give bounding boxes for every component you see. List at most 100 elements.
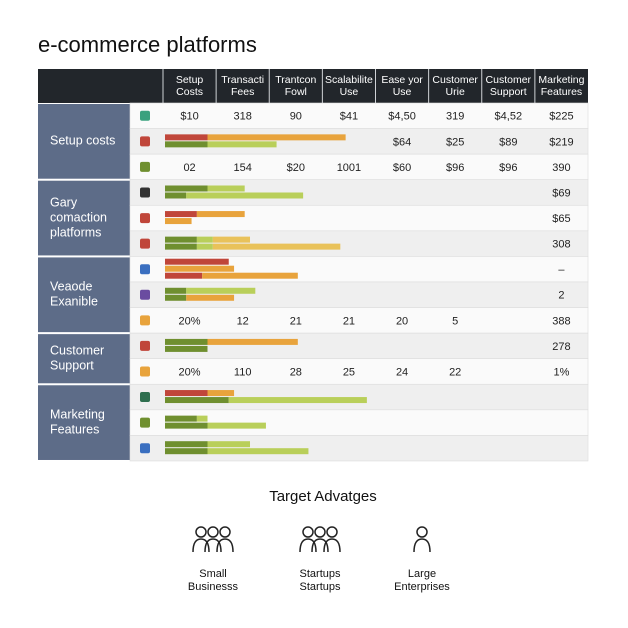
column-header: Customer	[486, 74, 532, 86]
bar-segment	[165, 243, 197, 250]
bar-segment	[207, 422, 266, 429]
bar-segment	[165, 141, 208, 148]
cell-text: 390	[552, 162, 570, 174]
people-icon	[204, 538, 222, 553]
bar-segment	[165, 448, 208, 455]
audience-label: Large	[408, 568, 436, 580]
bar-segment	[165, 338, 208, 345]
audience-label: Startups	[300, 581, 341, 593]
group-band	[38, 257, 130, 333]
bar-segment	[165, 345, 208, 352]
bar-segment	[165, 287, 187, 294]
bar-segment	[202, 272, 298, 279]
audience-label: Small	[199, 568, 227, 580]
cell-text: $25	[446, 136, 464, 148]
cell-text: 25	[343, 366, 355, 378]
row-bg	[129, 153, 589, 181]
bar-segment	[207, 185, 245, 192]
page-title: e-commerce platforms	[38, 32, 257, 57]
bar-segment	[207, 441, 250, 448]
group-label: Features	[50, 422, 99, 436]
cell-text: 90	[290, 111, 302, 123]
audience-label: Startups	[300, 568, 341, 580]
column-header: Marketing	[538, 74, 584, 86]
icon	[140, 443, 150, 454]
bar-segment	[165, 415, 197, 422]
group-label: Veaode	[50, 280, 92, 294]
icon	[140, 392, 150, 403]
people-icon	[219, 526, 231, 538]
group-band	[38, 104, 130, 179]
icon	[140, 289, 150, 300]
bar-segment	[165, 422, 208, 429]
column-header: Transacti	[221, 74, 264, 86]
people-icon	[326, 526, 338, 538]
row-bg	[129, 102, 589, 129]
bar-segment	[207, 134, 346, 141]
icon	[140, 110, 150, 121]
cell-text: 20%	[179, 315, 201, 327]
cell-text: 388	[552, 315, 570, 327]
cell-text: 5	[452, 315, 458, 327]
cell-text: $96	[499, 162, 517, 174]
icon	[140, 213, 150, 224]
bar-segment	[207, 141, 277, 148]
icon	[140, 417, 150, 428]
cell-text: $20	[287, 162, 305, 174]
people-icon	[302, 526, 314, 538]
cell-text: $4,52	[495, 111, 523, 123]
bar-segment	[165, 134, 208, 141]
bottom-title: Target Advatges	[269, 488, 377, 505]
cell-text: 2	[558, 290, 564, 302]
cell-text: 1001	[337, 162, 361, 174]
row-bg	[129, 307, 589, 334]
cell-text: 12	[237, 315, 249, 327]
bar-segment	[186, 294, 235, 301]
cell-text: $41	[340, 111, 358, 123]
bar-segment	[165, 390, 208, 397]
column-header: Use	[393, 86, 412, 98]
column-header: Features	[541, 86, 582, 98]
bar-segment	[212, 243, 341, 250]
bar-segment	[165, 397, 229, 404]
bar-segment	[186, 192, 304, 199]
people-icon	[207, 526, 219, 538]
people-icon	[299, 538, 317, 553]
bar-segment	[212, 236, 250, 243]
cell-text: 21	[290, 315, 302, 327]
header-bar	[38, 69, 588, 103]
people-icon	[311, 538, 329, 553]
cell-text: 20%	[179, 366, 201, 378]
icon	[140, 264, 150, 275]
cell-text: $96	[446, 162, 464, 174]
column-header: Trantcon	[275, 74, 316, 86]
people-icon	[216, 538, 234, 553]
people-icon	[314, 526, 326, 538]
cell-text: 154	[234, 162, 252, 174]
group-band	[38, 385, 130, 460]
bar-segment	[165, 272, 203, 279]
column-header: Fowl	[285, 86, 307, 98]
cell-text: $10	[180, 111, 198, 123]
cell-text: $4,50	[388, 111, 416, 123]
people-icon	[192, 538, 210, 553]
bar-segment	[207, 448, 309, 455]
cell-text: 1%	[553, 366, 569, 378]
bar-segment	[196, 415, 208, 422]
people-icon	[323, 538, 341, 553]
bar-segment	[165, 185, 208, 192]
cell-text: $89	[499, 136, 517, 148]
group-label: comaction	[50, 210, 107, 224]
icon	[140, 136, 150, 147]
cell-text: $69	[552, 187, 570, 199]
group-band	[38, 334, 130, 384]
column-header: Use	[340, 86, 359, 98]
group-label: platforms	[50, 225, 101, 239]
bar-segment	[228, 397, 367, 404]
cell-text: $65	[552, 213, 570, 225]
bar-segment	[165, 294, 187, 301]
icon	[140, 340, 150, 351]
bar-segment	[196, 211, 245, 218]
people-icon	[413, 538, 431, 553]
